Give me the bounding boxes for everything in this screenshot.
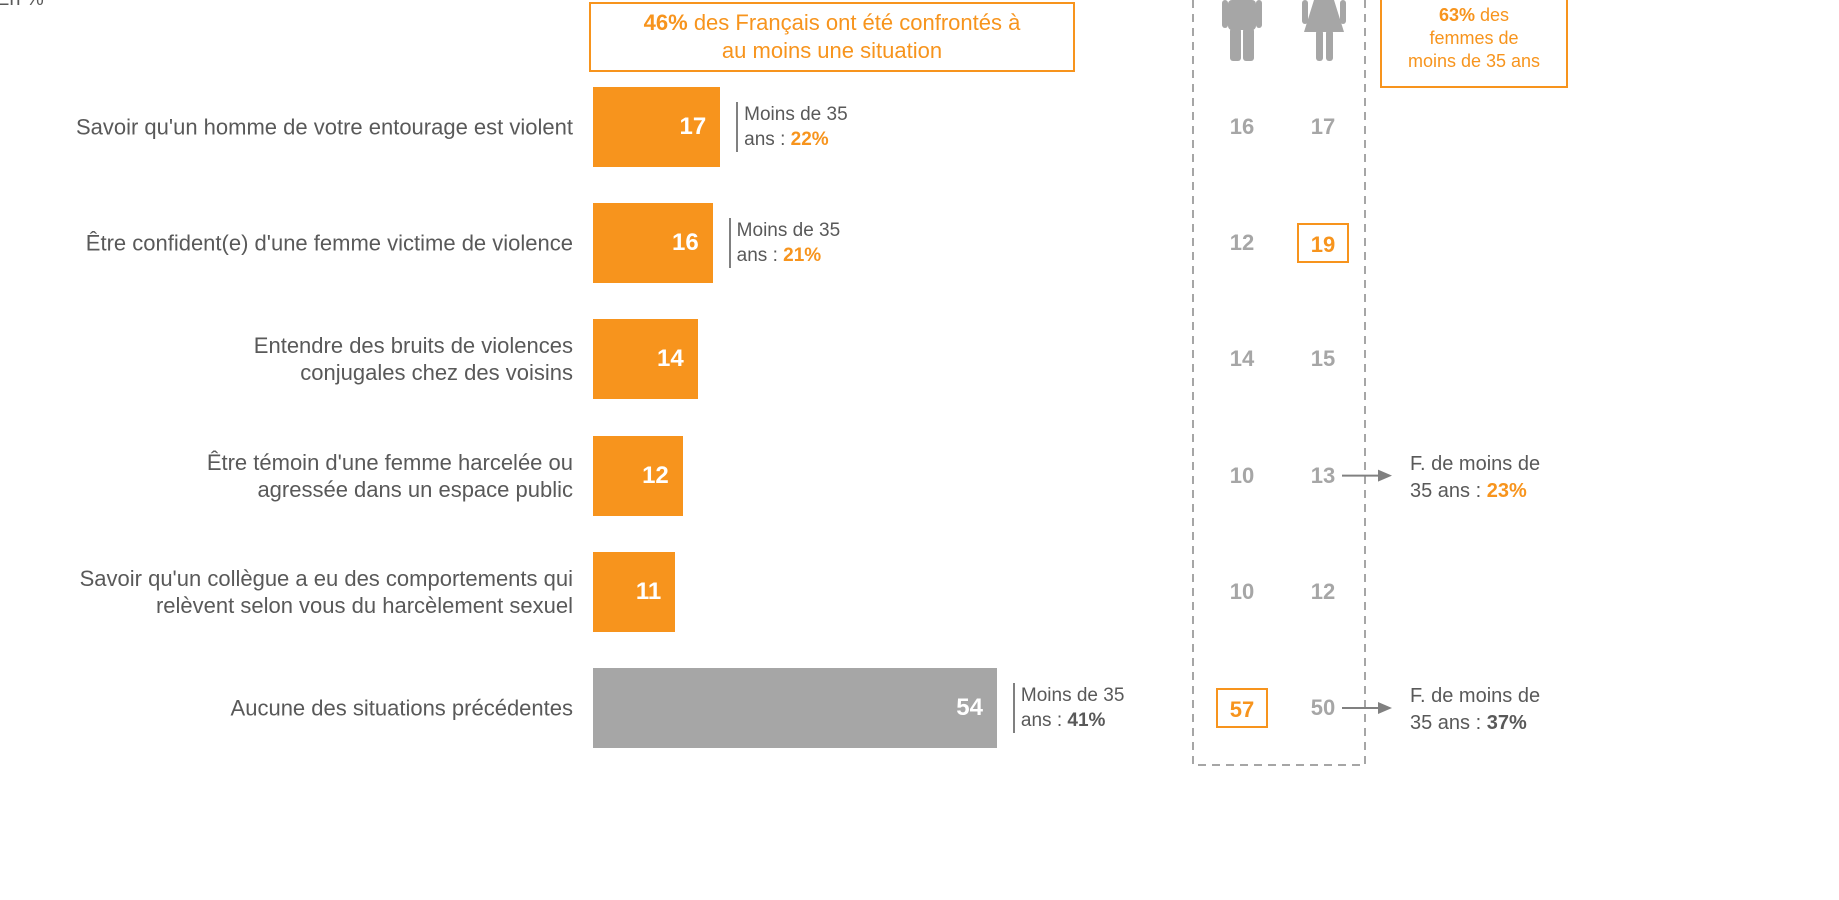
bar-value: 11 — [635, 577, 662, 605]
bar — [593, 551, 676, 632]
bar-note-value: 22% — [790, 129, 829, 150]
men-value: 16 — [1229, 114, 1255, 139]
men-value: 14 — [1229, 346, 1255, 372]
women-value: 15 — [1310, 346, 1336, 372]
side-note-text: F. de moins de 35 ans : — [1410, 452, 1541, 502]
bar-value: 17 — [679, 113, 707, 140]
bar-note: Moins de 35 ans : 22% — [736, 102, 848, 152]
men-value: 10 — [1229, 578, 1255, 604]
bar-note-text: Moins de 35 ans : — [736, 220, 841, 267]
side-note-value: 37% — [1486, 712, 1527, 734]
bar — [593, 435, 683, 516]
subtitle: En % — [0, 0, 44, 11]
men-value: 10 — [1229, 462, 1255, 488]
category-label: Savoir qu'un collègue a eu des comportem… — [79, 565, 573, 618]
side-callout: 63% des femmes de moins de 35 ans — [1380, 0, 1568, 88]
bar-note: Moins de 35 ans : 41% — [1012, 683, 1125, 733]
category-label: Savoir qu'un homme de votre entourage es… — [75, 114, 573, 140]
side-callout-text: des femmes de moins de 35 ans — [1407, 5, 1541, 71]
callout: 46% des Français ont été confrontés à au… — [589, 2, 1075, 72]
man-icon — [1222, 0, 1262, 61]
men-value: 57 — [1216, 688, 1268, 728]
callout-highlight: 46% — [643, 10, 688, 35]
bar — [593, 319, 698, 400]
bar-value: 12 — [642, 461, 669, 489]
woman-icon — [1302, 0, 1346, 61]
category-label: Aucune des situations précédentes — [230, 695, 573, 721]
bar-value: 16 — [671, 229, 699, 257]
arrow-head — [1378, 469, 1392, 482]
side-note: F. de moins de 35 ans : 37% — [1410, 683, 1540, 737]
bar — [593, 668, 997, 748]
bar-value: 54 — [956, 694, 983, 721]
category-label: Être confident(e) d'une femme victime de… — [85, 230, 573, 256]
side-note-text: F. de moins de 35 ans : — [1410, 685, 1541, 734]
bar-note: Moins de 35 ans : 21% — [728, 218, 841, 269]
bar-note-text: Moins de 35 ans : — [744, 104, 848, 150]
bar — [593, 87, 721, 167]
women-value: 17 — [1310, 114, 1336, 139]
side-note: F. de moins de 35 ans : 23% — [1410, 451, 1540, 505]
callout-text: des Français ont été confrontés à au moi… — [693, 10, 1021, 63]
side-callout-highlight: 63% — [1438, 5, 1475, 25]
bar-note-value: 21% — [783, 245, 822, 267]
side-note-value: 23% — [1486, 479, 1527, 502]
category-label: Entendre des bruits de violences conjuga… — [253, 333, 573, 386]
arrow-head — [1378, 702, 1392, 714]
women-value: 12 — [1310, 578, 1336, 604]
bar-note-value: 41% — [1067, 710, 1106, 731]
category-label: Être témoin d'une femme harcelée ou agre… — [206, 449, 573, 502]
bar — [593, 203, 713, 284]
bar-note-text: Moins de 35 ans : — [1020, 685, 1125, 731]
men-value: 12 — [1229, 230, 1255, 256]
bar-value: 14 — [657, 345, 684, 373]
women-value: 50 — [1310, 695, 1336, 720]
women-value: 19 — [1297, 223, 1349, 264]
women-value: 13 — [1310, 462, 1336, 488]
